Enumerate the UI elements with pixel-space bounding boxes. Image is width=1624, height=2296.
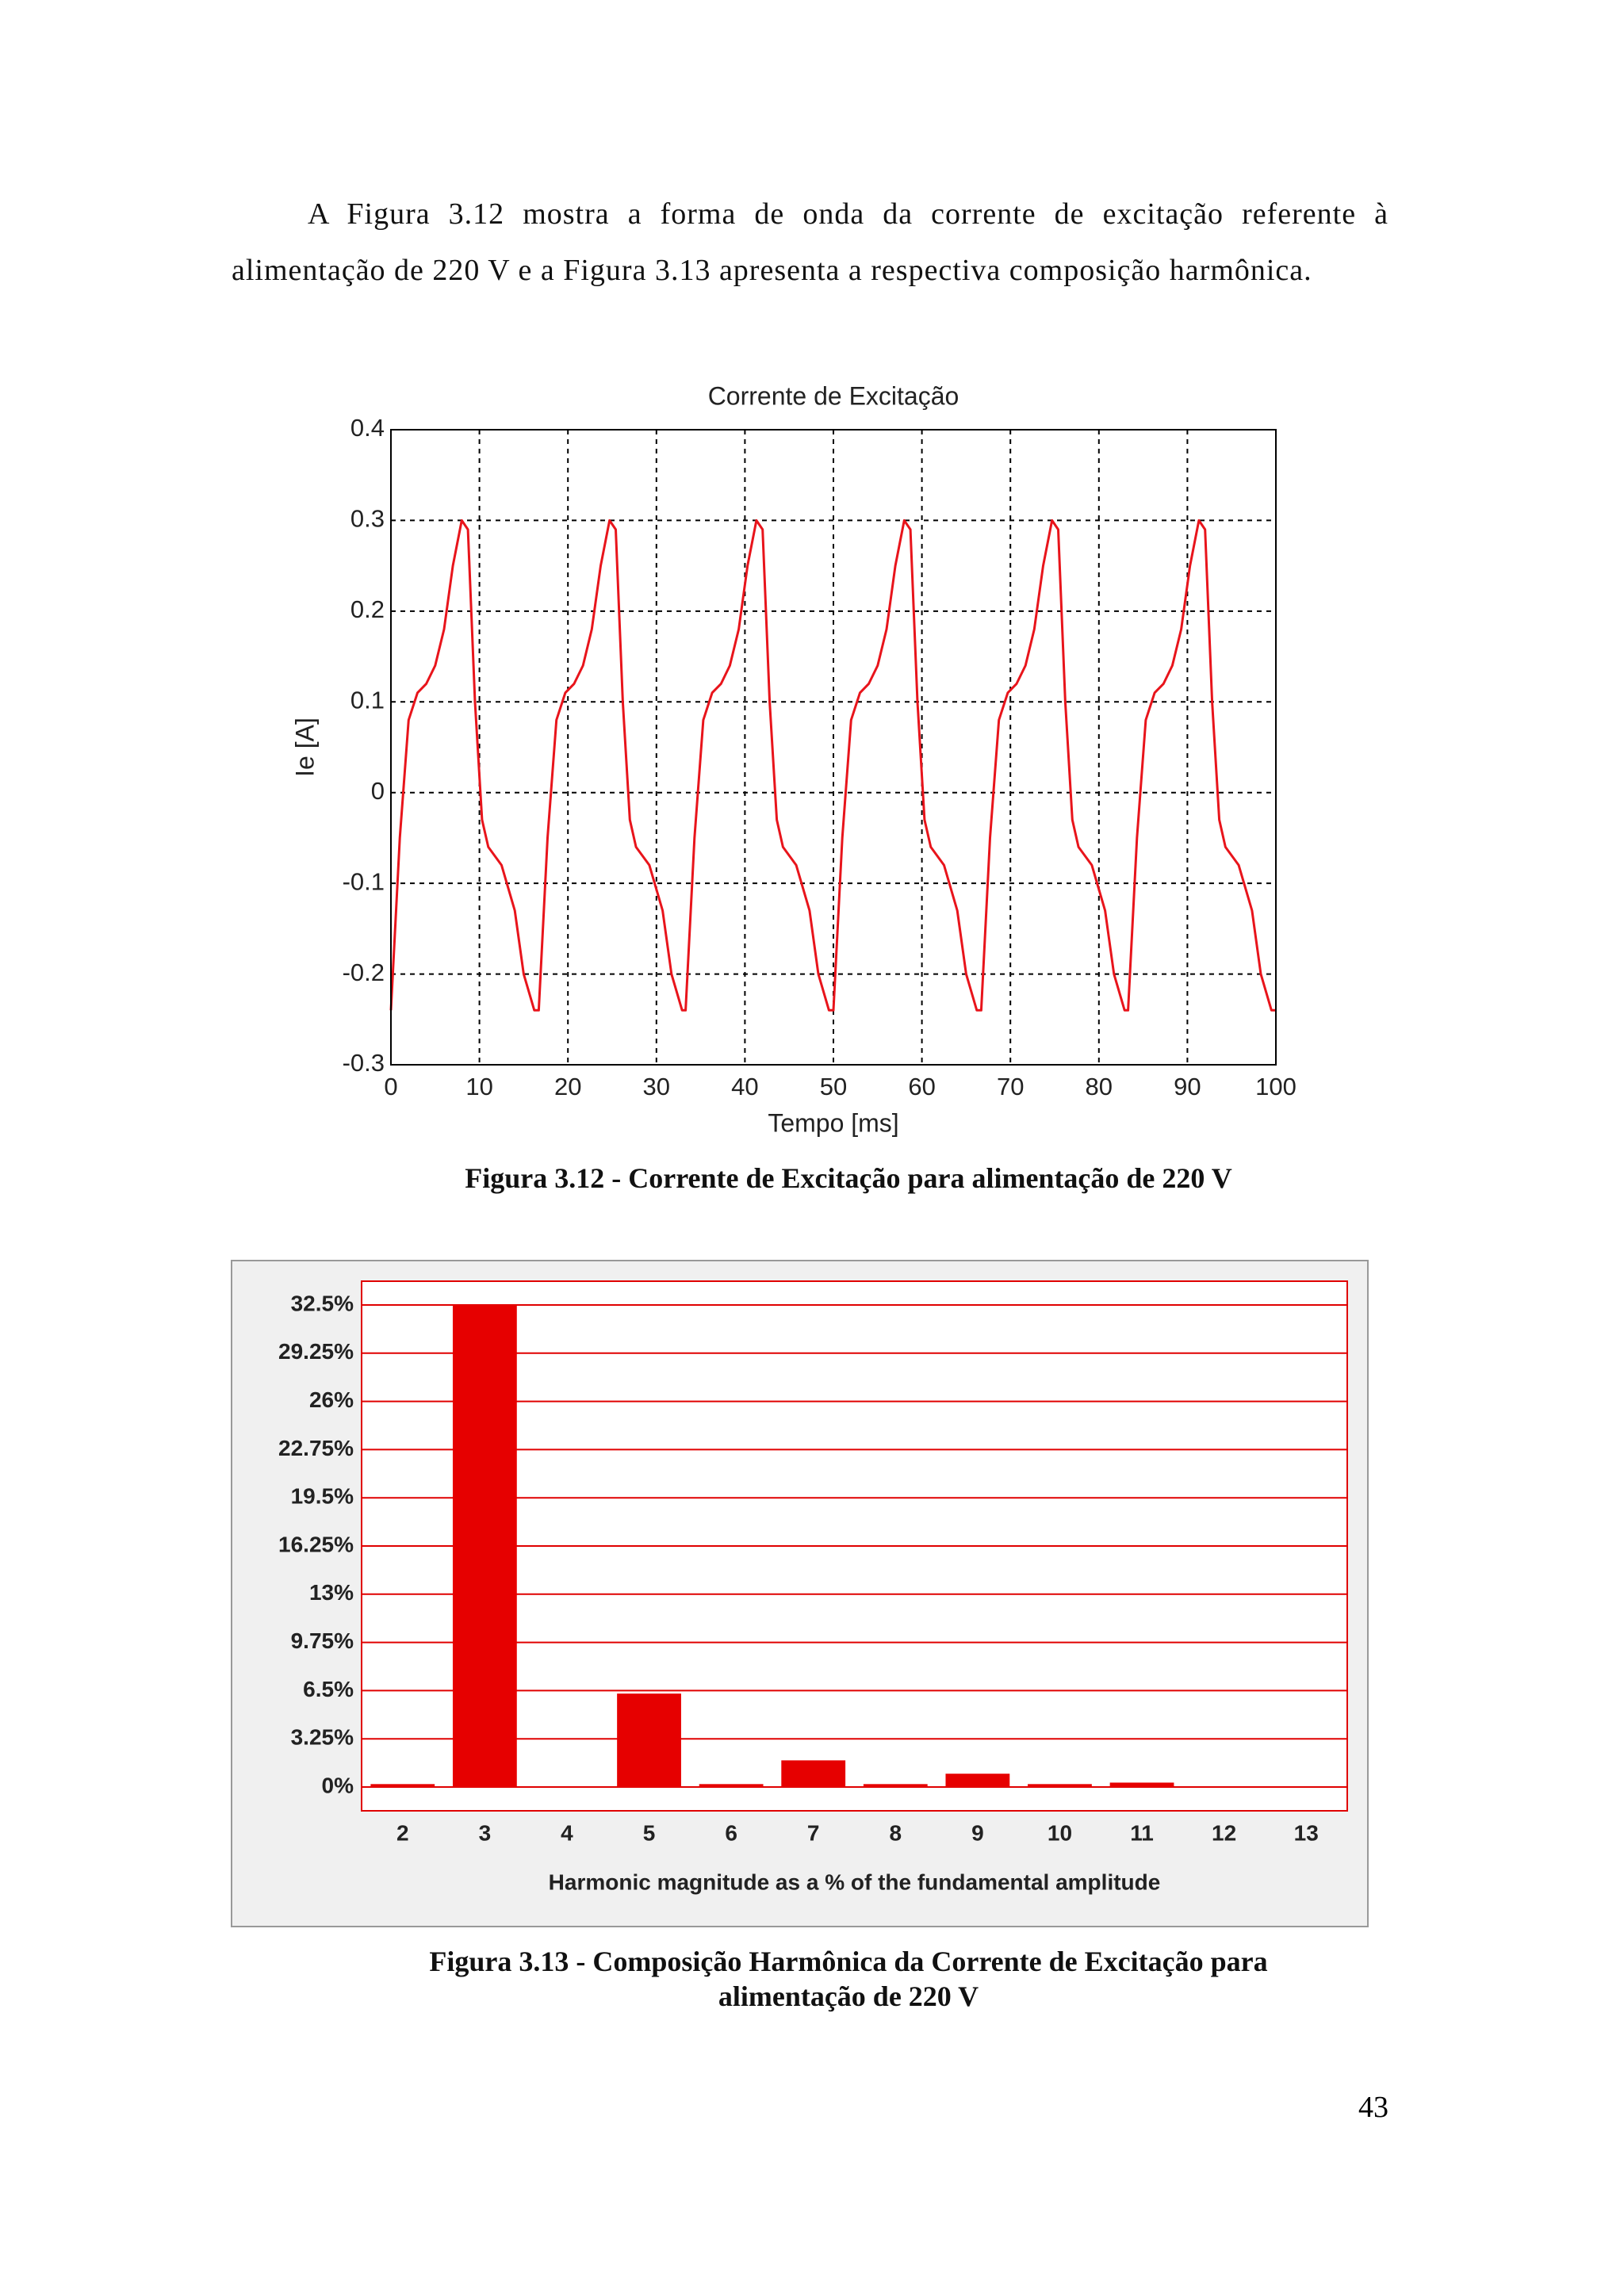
x-tick-label: 80 <box>1086 1073 1113 1100</box>
y-tick-label: 0% <box>322 1773 354 1797</box>
figure-caption: Figura 3.13 - Composição Harmônica da Co… <box>429 1946 1268 2012</box>
bar <box>863 1784 928 1788</box>
x-tick-label: 90 <box>1174 1073 1201 1100</box>
x-axis-label: Harmonic magnitude as a % of the fundame… <box>549 1869 1161 1894</box>
x-tick-label: 4 <box>561 1820 573 1845</box>
line <box>389 519 1276 1012</box>
bar <box>699 1784 764 1788</box>
bar <box>452 1304 517 1788</box>
y-tick-label: 32.5% <box>291 1291 354 1315</box>
x-tick-label: 13 <box>1294 1820 1319 1845</box>
y-tick-label: -0.2 <box>343 959 385 986</box>
bar <box>781 1760 846 1788</box>
y-tick-label: 9.75% <box>291 1628 354 1653</box>
x-tick-label: 8 <box>890 1820 902 1845</box>
y-tick-label: 0.2 <box>350 595 385 623</box>
paragraph: A Figura 3.12 mostra a forma de onda da … <box>232 197 1388 287</box>
x-tick-label: 7 <box>807 1820 820 1845</box>
plot-frame <box>361 1280 1348 1812</box>
y-tick-label: 0 <box>371 777 385 805</box>
y-tick-label: 26% <box>309 1387 354 1412</box>
x-tick-label: 5 <box>643 1820 656 1845</box>
y-tick-label: -0.3 <box>343 1049 385 1077</box>
plot-frame <box>390 429 1277 1066</box>
x-tick-label: 6 <box>725 1820 737 1845</box>
y-tick-label: 0.3 <box>350 505 385 533</box>
bar <box>1109 1782 1174 1788</box>
x-tick-label: 50 <box>820 1073 847 1100</box>
y-tick-label: 22.75% <box>278 1436 354 1460</box>
x-tick-label: 3 <box>479 1820 492 1845</box>
x-tick-label: 30 <box>643 1073 670 1100</box>
x-tick-label: 0 <box>384 1073 397 1100</box>
bar <box>945 1774 1010 1788</box>
x-tick-label: 10 <box>465 1073 492 1100</box>
figure-caption: Figura 3.12 - Corrente de Excitação para… <box>465 1162 1232 1194</box>
y-tick-label: 3.25% <box>291 1725 354 1750</box>
y-axis-label: Ie [A] <box>290 718 319 777</box>
bar <box>370 1784 435 1788</box>
y-tick-label: 0.4 <box>350 414 385 442</box>
bar <box>1028 1784 1092 1788</box>
x-tick-label: 60 <box>908 1073 935 1100</box>
y-tick-label: 29.25% <box>278 1339 354 1364</box>
x-tick-label: 12 <box>1212 1820 1236 1845</box>
y-tick-label: 19.5% <box>291 1484 354 1509</box>
y-tick-label: 0.1 <box>350 686 385 714</box>
y-tick-label: 6.5% <box>303 1677 354 1701</box>
y-tick-label: -0.1 <box>343 867 385 895</box>
x-tick-label: 40 <box>731 1073 758 1100</box>
x-axis-label: Tempo [ms] <box>768 1108 898 1137</box>
y-tick-label: 13% <box>309 1580 354 1605</box>
x-tick-label: 9 <box>971 1820 984 1845</box>
y-tick-label: 16.25% <box>278 1532 354 1556</box>
page-number: 43 <box>1358 2091 1388 2124</box>
x-tick-label: 10 <box>1048 1820 1072 1845</box>
bar <box>617 1693 681 1788</box>
x-tick-label: 11 <box>1130 1820 1154 1845</box>
x-tick-label: 70 <box>997 1073 1024 1100</box>
x-tick-label: 100 <box>1255 1073 1297 1100</box>
chart-title: Corrente de Excitação <box>708 381 959 410</box>
x-tick-label: 2 <box>396 1820 409 1845</box>
x-tick-label: 20 <box>554 1073 581 1100</box>
